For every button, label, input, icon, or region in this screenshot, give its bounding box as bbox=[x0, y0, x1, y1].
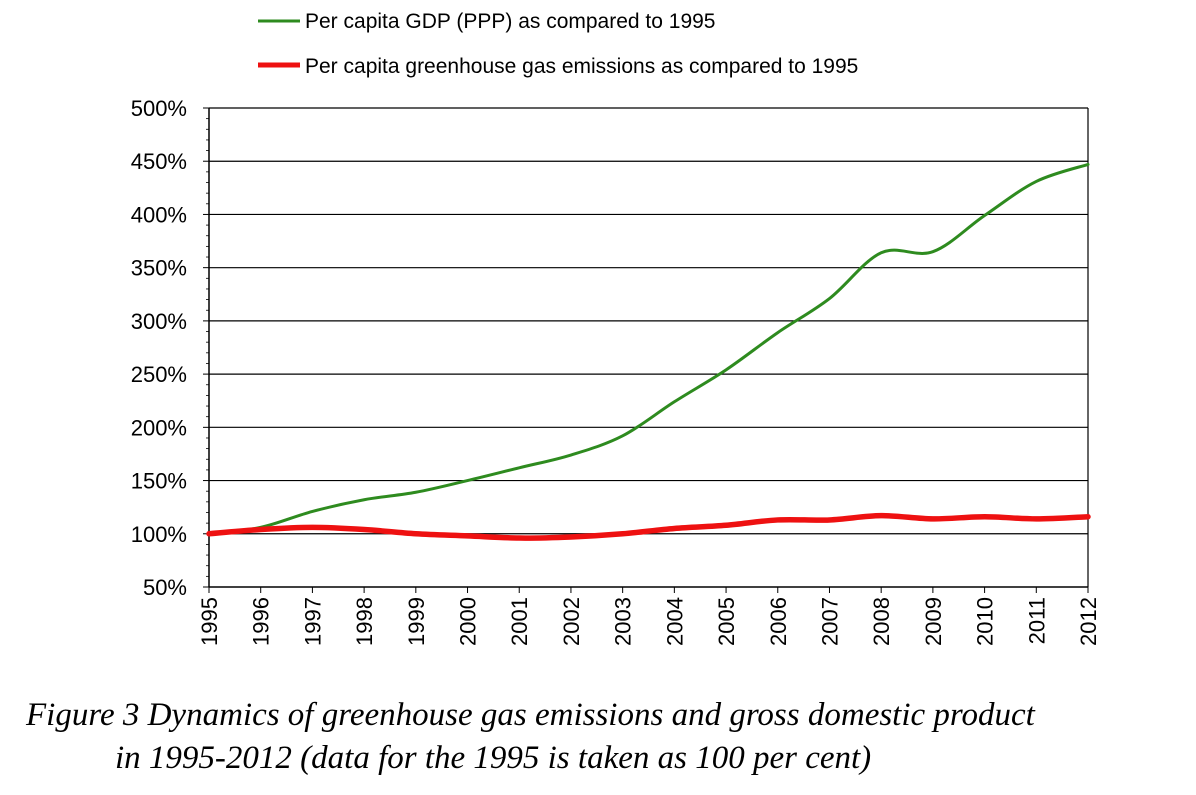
y-tick-label: 400% bbox=[131, 202, 187, 227]
x-tick-label: 2010 bbox=[973, 597, 998, 646]
x-tick-label: 2006 bbox=[766, 597, 791, 646]
y-tick-label: 100% bbox=[131, 522, 187, 547]
x-tick-label: 2005 bbox=[714, 597, 739, 646]
legend: Per capita GDP (PPP) as compared to 1995… bbox=[258, 10, 858, 78]
figure-caption-line-2: in 1995-2012 (data for the 1995 is taken… bbox=[115, 740, 872, 776]
series-line-emissions bbox=[206, 512, 1091, 541]
gridlines bbox=[209, 107, 1088, 535]
y-tick-label: 50% bbox=[143, 575, 187, 600]
x-tick-label: 1999 bbox=[404, 597, 429, 646]
x-tick-label: 2009 bbox=[921, 597, 946, 646]
x-tick-label: 2002 bbox=[559, 597, 584, 646]
series-lines bbox=[206, 162, 1091, 541]
x-tick-label: 2004 bbox=[662, 597, 687, 646]
legend-label-emissions: Per capita greenhouse gas emissions as c… bbox=[305, 55, 858, 78]
x-tick-label: 2001 bbox=[507, 597, 532, 646]
x-tick-label: 1998 bbox=[352, 597, 377, 646]
x-tick-label: 2011 bbox=[1024, 597, 1049, 644]
y-tick-label: 350% bbox=[131, 256, 187, 281]
x-tick-label: 1996 bbox=[249, 597, 274, 646]
x-tick-label: 1995 bbox=[197, 597, 222, 646]
series-line-gdp bbox=[207, 162, 1090, 536]
y-tick-label: 300% bbox=[131, 309, 187, 334]
x-tick-label: 2008 bbox=[869, 597, 894, 646]
y-tick-label: 200% bbox=[131, 415, 187, 440]
x-tick-label: 2000 bbox=[456, 597, 481, 646]
legend-label-gdp: Per capita GDP (PPP) as compared to 1995 bbox=[305, 10, 715, 33]
y-tick-label: 250% bbox=[131, 362, 187, 387]
y-tick-label: 450% bbox=[131, 149, 187, 174]
line-chart: Per capita GDP (PPP) as compared to 1995… bbox=[131, 10, 1101, 646]
x-tick-label: 2012 bbox=[1076, 597, 1101, 646]
y-tick-label: 150% bbox=[131, 469, 187, 494]
y-axis-ticks: 50% 100% 150% 200% 250% 300% 350% 400% 450% 500% bbox=[131, 96, 209, 600]
figure-caption-line-1: Figure 3 Dynamics of greenhouse gas emis… bbox=[26, 697, 1035, 733]
x-tick-label: 2003 bbox=[611, 597, 636, 646]
y-tick-label: 500% bbox=[131, 96, 187, 121]
axes bbox=[208, 108, 1089, 588]
x-tick-label: 1997 bbox=[300, 597, 325, 646]
x-tick-label: 2007 bbox=[817, 597, 842, 646]
x-axis-ticks: 1995 1996 1997 1998 1999 2000 2001 2002 2003 2004… bbox=[197, 587, 1101, 646]
